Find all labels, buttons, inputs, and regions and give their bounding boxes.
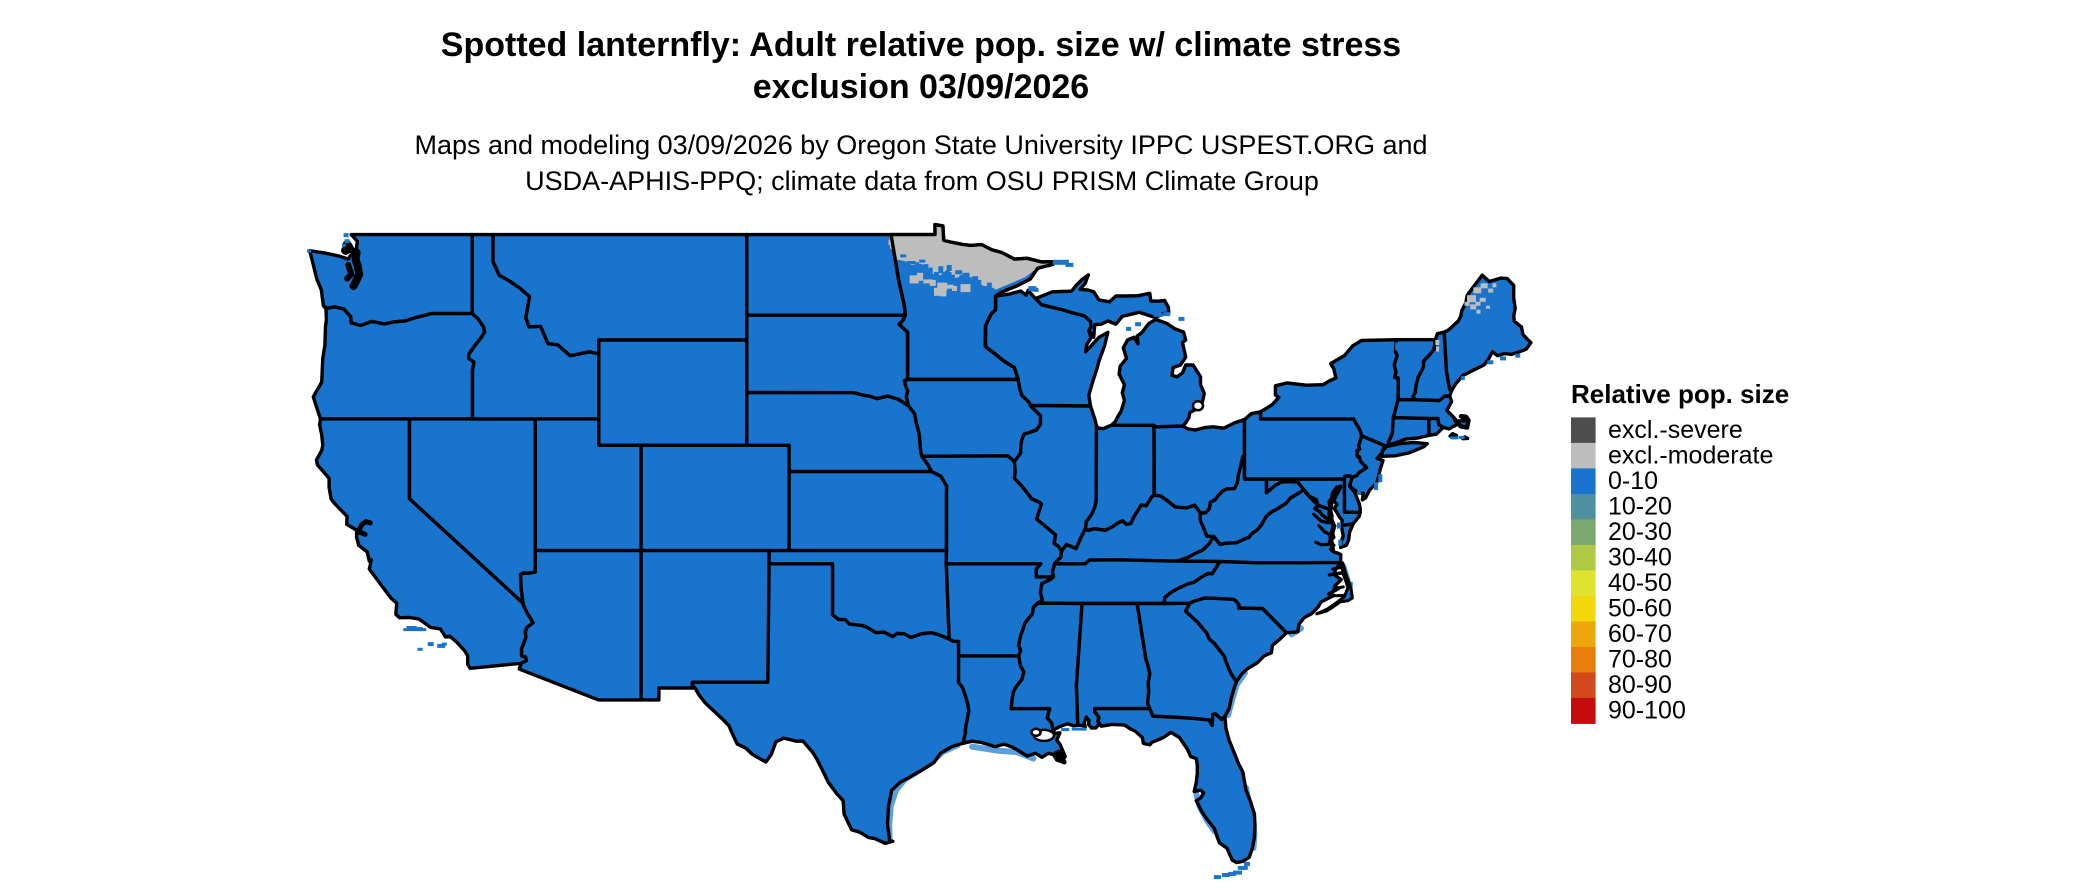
- svg-text:USDA-APHIS-PPQ; climate data f: USDA-APHIS-PPQ; climate data from OSU PR…: [525, 166, 1319, 196]
- svg-text:90-100: 90-100: [1608, 697, 1686, 725]
- svg-text:40-50: 40-50: [1608, 569, 1672, 597]
- svg-text:30-40: 30-40: [1608, 544, 1672, 572]
- svg-text:Relative pop. size: Relative pop. size: [1571, 379, 1789, 409]
- svg-text:excl.-severe: excl.-severe: [1608, 416, 1743, 444]
- svg-text:excl.-moderate: excl.-moderate: [1608, 442, 1773, 470]
- svg-text:70-80: 70-80: [1608, 646, 1672, 674]
- svg-text:10-20: 10-20: [1608, 493, 1672, 521]
- svg-text:20-30: 20-30: [1608, 518, 1672, 546]
- svg-text:exclusion 03/09/2026: exclusion 03/09/2026: [753, 68, 1089, 106]
- svg-text:50-60: 50-60: [1608, 595, 1672, 623]
- svg-text:Spotted lanternfly: Adult rela: Spotted lanternfly: Adult relative pop. …: [441, 26, 1401, 64]
- svg-text:0-10: 0-10: [1608, 467, 1658, 495]
- svg-text:80-90: 80-90: [1608, 671, 1672, 699]
- svg-text:60-70: 60-70: [1608, 620, 1672, 648]
- svg-text:Maps and modeling 03/09/2026 b: Maps and modeling 03/09/2026 by Oregon S…: [414, 130, 1427, 160]
